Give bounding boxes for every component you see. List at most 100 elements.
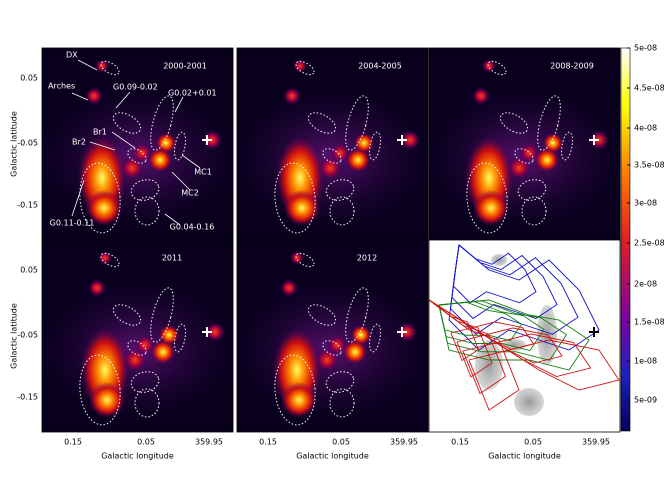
panel [429, 240, 620, 432]
panel-frame [236, 239, 429, 433]
y-axis-label: Galactic latitude [10, 303, 19, 369]
region [295, 252, 315, 268]
emission [354, 133, 374, 153]
region [130, 371, 160, 393]
x-axis-label: Galactic longitude [101, 452, 174, 461]
region [100, 60, 120, 76]
source-cross [202, 327, 212, 337]
colorbar-tick-label: 2e-08 [634, 280, 657, 289]
region [274, 354, 316, 426]
panel-title: 2008-2009 [550, 62, 594, 71]
y-tick-label: -0.05 [17, 331, 38, 340]
region [345, 287, 369, 343]
emission [205, 322, 225, 342]
y-tick-label: -0.05 [17, 139, 38, 148]
region [499, 112, 529, 134]
region [329, 388, 355, 418]
emission [351, 325, 371, 345]
x-tick-label: 359.95 [390, 438, 418, 447]
emission [85, 87, 103, 105]
colorbar-tick-label: 1.5e-08 [634, 318, 664, 327]
panel-title: 2000-2001 [163, 62, 207, 71]
region [325, 371, 355, 393]
contour [438, 299, 590, 371]
region [150, 287, 174, 343]
panel-frame [41, 239, 234, 433]
region [100, 252, 120, 268]
contour [448, 244, 600, 351]
region [345, 95, 369, 151]
emission [543, 133, 563, 153]
colorbar-tick-label: 1e-08 [634, 357, 657, 366]
emission [281, 382, 317, 418]
emission [473, 190, 509, 226]
region [174, 323, 186, 353]
colorbar-tick-label: 4e-08 [634, 124, 657, 133]
contour [438, 301, 523, 342]
emission [535, 148, 559, 172]
emission [148, 148, 172, 172]
emission [343, 340, 367, 364]
annotation: G0.09-0.02 [113, 83, 158, 92]
annotation: MC1 [194, 168, 212, 177]
panel: 2011 [42, 240, 233, 432]
emission [159, 325, 179, 345]
region [134, 388, 160, 418]
annotation: G0.02+0.01 [168, 89, 217, 98]
panel: 2012 [237, 240, 428, 432]
emission [280, 279, 298, 297]
colorbar-tick-label: 5e-08 [634, 44, 657, 53]
pointer [174, 96, 184, 113]
x-tick-label: 0.15 [64, 438, 82, 447]
region [150, 95, 174, 151]
panel-title: 2012 [357, 254, 377, 263]
colorbar-tick-label: 5e-09 [634, 396, 657, 405]
panel: 2008-2009 [429, 48, 620, 240]
region [537, 95, 561, 151]
colorbar [620, 47, 631, 432]
x-axis-label: Galactic longitude [488, 452, 561, 461]
pointer [77, 59, 98, 71]
emission [132, 143, 152, 163]
contour [451, 244, 558, 320]
emission [156, 133, 176, 153]
contour [438, 301, 545, 352]
emission [89, 382, 125, 418]
y-tick-label: 0.05 [20, 266, 38, 275]
source-cross [202, 135, 212, 145]
contour [429, 299, 535, 362]
pointer [171, 171, 191, 191]
region [79, 354, 121, 426]
emission [472, 87, 490, 105]
region [112, 304, 142, 326]
region [369, 131, 381, 161]
y-tick-label: -0.15 [17, 201, 38, 210]
emission [95, 59, 109, 73]
pointer [71, 179, 85, 217]
source-cross [397, 135, 407, 145]
x-tick-label: 0.05 [332, 438, 350, 447]
x-tick-label: 0.15 [451, 438, 469, 447]
panel: 2000-2001 [42, 48, 233, 240]
panel: 2004-2005 [237, 48, 428, 240]
region [274, 162, 316, 234]
region [466, 162, 508, 234]
source-cross [589, 327, 599, 337]
panel-frame [428, 239, 621, 433]
annotation: DX [66, 51, 78, 60]
annotation: G0.11-0.11 [50, 219, 95, 228]
y-tick-label: -0.15 [17, 393, 38, 402]
emission [151, 340, 175, 364]
colorbar-tick-label: 3.5e-08 [634, 161, 664, 170]
region [322, 340, 342, 356]
region [127, 148, 147, 164]
colorbar-tick-label: 4.5e-08 [634, 84, 664, 93]
region [307, 304, 337, 326]
y-axis-label: Galactic latitude [10, 111, 19, 177]
emission [346, 148, 370, 172]
region [561, 131, 573, 161]
pointer [89, 141, 116, 151]
region [112, 112, 142, 134]
region [295, 60, 315, 76]
panel-title: 2004-2005 [358, 62, 402, 71]
